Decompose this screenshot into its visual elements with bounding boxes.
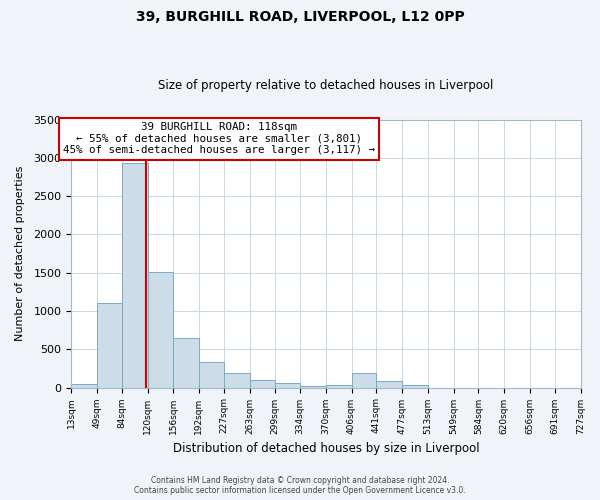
Bar [173, 338, 199, 388]
Bar [300, 386, 326, 388]
Title: Size of property relative to detached houses in Liverpool: Size of property relative to detached ho… [158, 79, 494, 92]
Bar [71, 384, 97, 388]
Text: 39, BURGHILL ROAD, LIVERPOOL, L12 0PP: 39, BURGHILL ROAD, LIVERPOOL, L12 0PP [136, 10, 464, 24]
Text: Contains HM Land Registry data © Crown copyright and database right 2024.
Contai: Contains HM Land Registry data © Crown c… [134, 476, 466, 495]
Text: 39 BURGHILL ROAD: 118sqm
← 55% of detached houses are smaller (3,801)
45% of sem: 39 BURGHILL ROAD: 118sqm ← 55% of detach… [63, 122, 375, 156]
Bar [376, 382, 402, 388]
Bar [250, 380, 275, 388]
Bar [122, 163, 148, 388]
Bar [199, 362, 224, 388]
Bar [326, 384, 352, 388]
X-axis label: Distribution of detached houses by size in Liverpool: Distribution of detached houses by size … [173, 442, 479, 455]
Y-axis label: Number of detached properties: Number of detached properties [15, 166, 25, 341]
Bar [352, 372, 376, 388]
Bar [275, 384, 300, 388]
Bar [148, 272, 173, 388]
Bar [224, 372, 250, 388]
Bar [97, 302, 122, 388]
Bar [402, 386, 428, 388]
